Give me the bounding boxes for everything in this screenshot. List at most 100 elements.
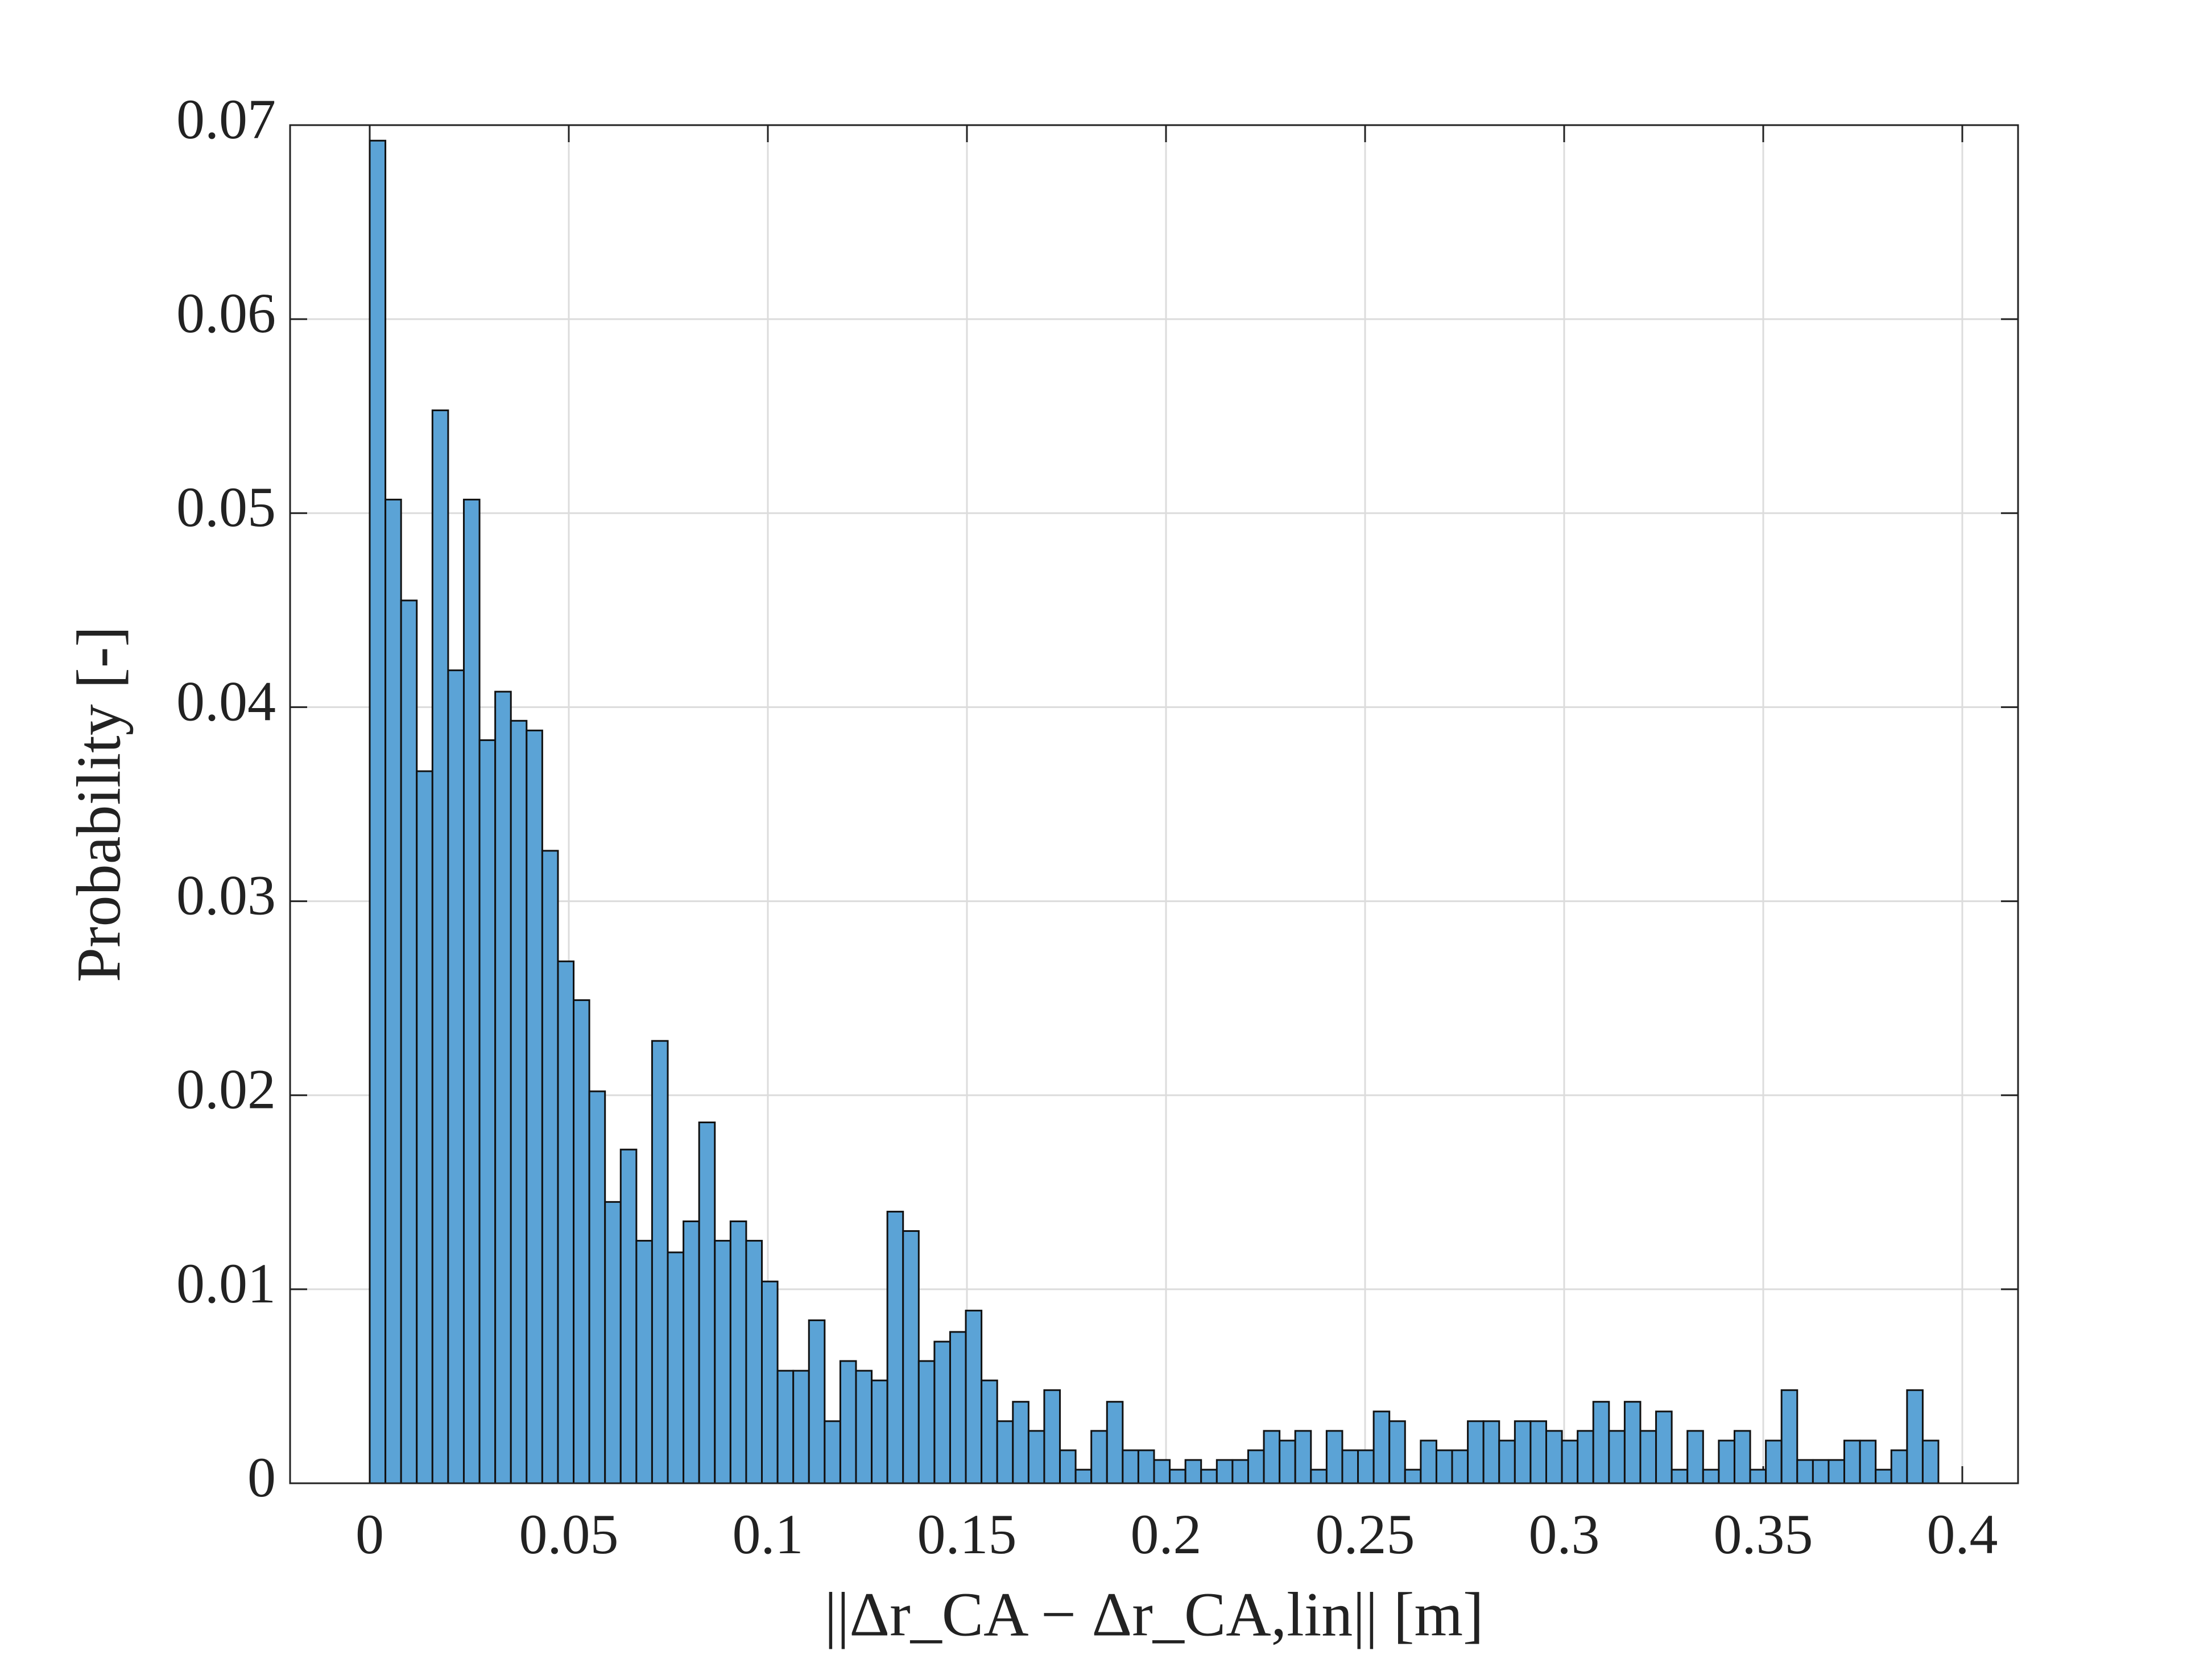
bar — [1341, 1449, 1359, 1484]
bar — [1404, 1468, 1422, 1484]
bar — [1686, 1430, 1704, 1484]
bar — [1169, 1468, 1186, 1484]
bar — [667, 1251, 685, 1484]
bar — [1890, 1449, 1908, 1484]
bar — [1388, 1420, 1406, 1484]
bar — [871, 1379, 888, 1484]
bar — [714, 1240, 731, 1484]
bar — [917, 1360, 936, 1484]
bar — [1498, 1439, 1516, 1484]
bar — [1325, 1430, 1343, 1484]
bar — [1921, 1439, 1940, 1484]
bar — [1200, 1468, 1218, 1484]
bar — [1812, 1459, 1830, 1484]
bar — [1294, 1430, 1312, 1484]
x-axis-label: ||Δr_CA − Δr_CA,lin|| [m] — [824, 1579, 1483, 1649]
x-tick-label: 0.2 — [1131, 1503, 1202, 1566]
bar — [1749, 1468, 1767, 1484]
bar — [1828, 1459, 1846, 1484]
bar — [776, 1370, 795, 1484]
bar — [1655, 1410, 1673, 1484]
bar — [1451, 1449, 1469, 1484]
bar — [965, 1309, 983, 1484]
bar — [573, 999, 590, 1484]
bar — [1529, 1420, 1547, 1484]
bar — [1639, 1430, 1657, 1484]
bar — [808, 1319, 826, 1484]
bar — [1215, 1459, 1234, 1484]
bar — [1859, 1439, 1877, 1484]
bar — [1310, 1468, 1328, 1484]
bar — [902, 1230, 920, 1484]
bar — [839, 1360, 857, 1484]
bar — [384, 498, 402, 1484]
bar — [1545, 1430, 1563, 1484]
y-tick-label: 0.03 — [176, 864, 276, 927]
bar — [635, 1240, 653, 1484]
x-tick-label: 0.25 — [1316, 1503, 1415, 1566]
bar — [1027, 1430, 1045, 1484]
bar — [1231, 1459, 1249, 1484]
bar — [981, 1379, 998, 1484]
y-axis-label: Probability [-] — [64, 626, 133, 982]
bar — [541, 850, 559, 1484]
bar — [400, 599, 418, 1484]
x-tick-label: 0.35 — [1714, 1503, 1813, 1566]
bar — [1012, 1401, 1029, 1484]
bar — [1796, 1459, 1814, 1484]
bar — [1059, 1449, 1077, 1484]
bar — [1184, 1459, 1202, 1484]
bar — [619, 1148, 638, 1484]
bar — [855, 1370, 873, 1484]
bar — [761, 1280, 779, 1484]
bar — [1577, 1430, 1594, 1484]
y-tick-label: 0.02 — [176, 1058, 276, 1121]
bar — [1090, 1430, 1108, 1484]
bar — [1074, 1468, 1093, 1484]
bar — [1263, 1430, 1281, 1484]
bar — [1608, 1430, 1626, 1484]
bar — [604, 1201, 622, 1484]
bar — [949, 1331, 967, 1484]
plot-frame — [289, 124, 2019, 1484]
bar — [494, 690, 512, 1484]
y-tick-label: 0.06 — [176, 282, 276, 345]
bar — [824, 1420, 841, 1484]
bar — [792, 1370, 810, 1484]
bar — [557, 960, 575, 1484]
bar — [526, 729, 543, 1484]
bar — [1482, 1420, 1500, 1484]
x-tick-label: 0.4 — [1927, 1503, 1998, 1566]
bar — [1843, 1439, 1861, 1484]
y-tick-label: 0.07 — [176, 88, 276, 151]
bar — [1435, 1449, 1453, 1484]
bar — [933, 1341, 951, 1484]
y-tick-label: 0.05 — [176, 475, 276, 539]
x-tick-label: 0.05 — [519, 1503, 619, 1566]
bar — [729, 1220, 747, 1484]
bar — [1137, 1449, 1155, 1484]
bar — [1592, 1401, 1610, 1484]
bar — [588, 1090, 606, 1484]
bar — [745, 1240, 763, 1484]
bar — [683, 1220, 700, 1484]
bar — [462, 498, 481, 1484]
bar — [1718, 1439, 1735, 1484]
bar — [698, 1121, 716, 1484]
bar — [1702, 1468, 1720, 1484]
x-tick-label: 0 — [355, 1503, 384, 1566]
bar — [1372, 1410, 1391, 1484]
bar — [1671, 1468, 1689, 1484]
bar — [1561, 1439, 1579, 1484]
bar — [651, 1040, 669, 1484]
bar — [478, 739, 497, 1484]
bar — [510, 719, 528, 1484]
bar — [1279, 1439, 1296, 1484]
bar — [1122, 1449, 1139, 1484]
bar — [1420, 1439, 1437, 1484]
x-tick-label: 0.1 — [733, 1503, 804, 1566]
bar — [416, 770, 433, 1484]
x-tick-label: 0.15 — [917, 1503, 1017, 1566]
